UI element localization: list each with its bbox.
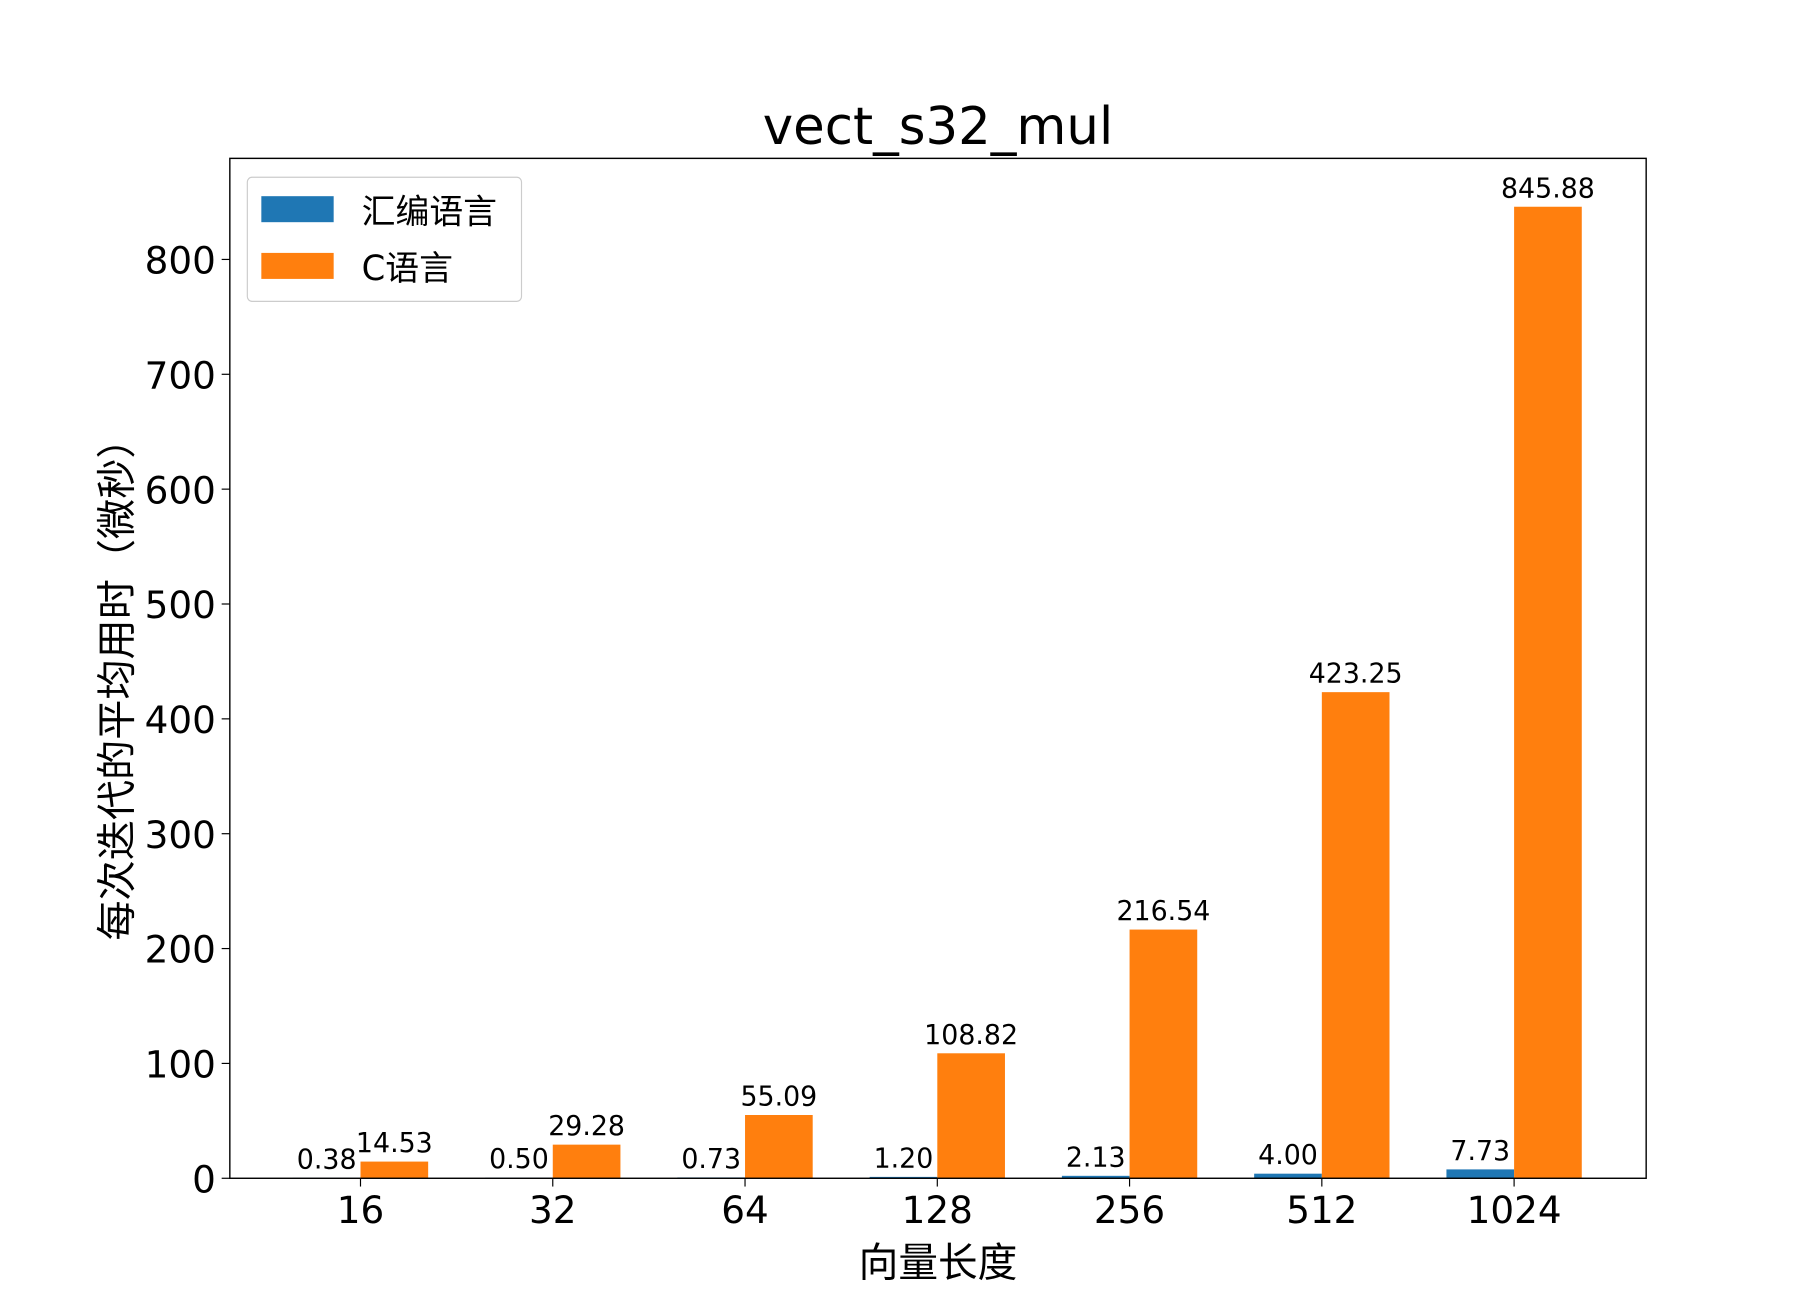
legend: 汇编语言 C语言 <box>246 176 523 302</box>
bar-asm-256 <box>1061 1175 1130 1179</box>
y-tick-label: 500 <box>145 583 216 627</box>
legend-swatch-asm <box>261 196 334 223</box>
data-label: 0.73 <box>681 1144 741 1175</box>
y-tick-label: 700 <box>145 353 216 397</box>
bar-asm-512 <box>1254 1173 1322 1179</box>
data-label: 2.13 <box>1066 1142 1126 1173</box>
data-label: 4.00 <box>1258 1140 1318 1171</box>
data-label: 14.53 <box>356 1128 433 1159</box>
y-tick-label: 800 <box>145 238 216 282</box>
y-axis-label: 每次迭代的平均用时（微秒） <box>95 418 141 940</box>
data-label: 423.25 <box>1309 659 1403 690</box>
bar-c-1024 <box>1514 206 1582 1179</box>
data-label: 0.50 <box>489 1144 549 1175</box>
data-label: 216.54 <box>1116 896 1210 927</box>
bar-c-16 <box>360 1161 429 1179</box>
data-label: 7.73 <box>1450 1136 1510 1167</box>
chart-title: vect_s32_mul <box>763 97 1113 157</box>
data-label: 108.82 <box>924 1020 1018 1051</box>
y-tick-label: 600 <box>145 468 216 512</box>
data-label: 55.09 <box>740 1081 817 1112</box>
x-tick-label: 16 <box>337 1188 384 1232</box>
x-tick-label: 256 <box>1094 1188 1165 1232</box>
bar-c-256 <box>1129 929 1198 1179</box>
legend-label-asm: 汇编语言 <box>362 192 497 232</box>
x-axis-label: 向量长度 <box>859 1240 1018 1286</box>
data-label: 29.28 <box>548 1111 625 1142</box>
bar-asm-1024 <box>1446 1169 1515 1179</box>
legend-label-c: C语言 <box>362 249 453 289</box>
y-tick-label: 0 <box>192 1157 216 1201</box>
y-tick-label: 300 <box>145 813 216 857</box>
x-tick-label: 1024 <box>1467 1188 1562 1232</box>
x-tick-label: 64 <box>721 1188 768 1232</box>
x-tick-label: 128 <box>902 1188 973 1232</box>
y-tick-label: 200 <box>145 928 216 972</box>
bar-c-512 <box>1321 692 1390 1179</box>
plot-frame <box>229 157 1647 1179</box>
y-tick-label: 100 <box>145 1042 216 1086</box>
y-tick-label: 400 <box>145 698 216 742</box>
bar-c-32 <box>552 1144 621 1179</box>
legend-swatch-c <box>261 252 334 279</box>
bar-c-128 <box>937 1053 1005 1179</box>
bar-c-64 <box>745 1114 813 1179</box>
x-tick-label: 512 <box>1286 1188 1357 1232</box>
data-label: 1.20 <box>874 1143 934 1174</box>
data-label: 845.88 <box>1501 173 1595 204</box>
data-label: 0.38 <box>297 1144 357 1175</box>
x-tick-label: 32 <box>529 1188 576 1232</box>
